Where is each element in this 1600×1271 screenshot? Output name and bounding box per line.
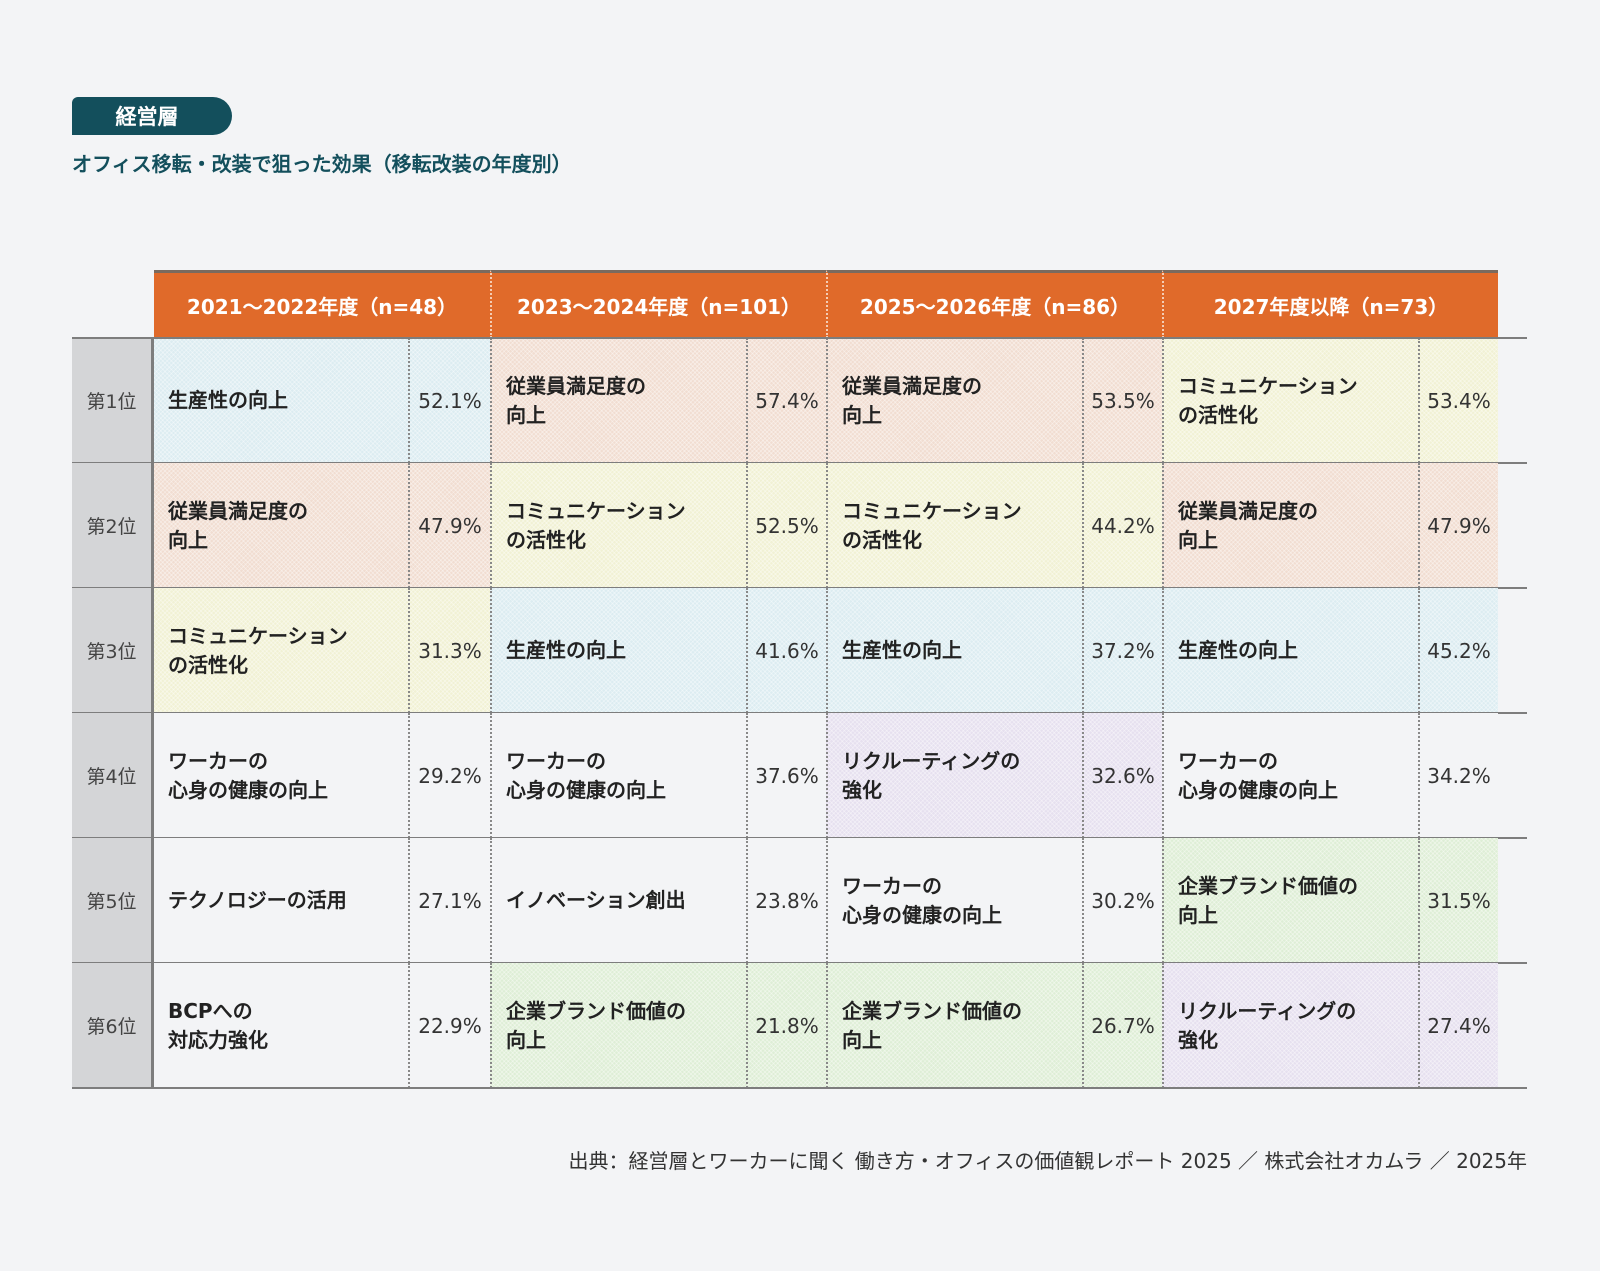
effect-label: 従業員満足度の 向上 xyxy=(1164,463,1420,588)
audience-tag: 経営層 xyxy=(72,97,232,135)
table-cell: ワーカーの 心身の健康の向上 37.6% xyxy=(490,713,826,838)
table-cell: ワーカーの 心身の健康の向上 34.2% xyxy=(1162,713,1498,838)
percentage-value: 23.8% xyxy=(755,888,819,913)
percentage-value: 29.2% xyxy=(418,763,482,788)
effect-label: ワーカーの 心身の健康の向上 xyxy=(1164,713,1420,838)
percentage-value: 47.9% xyxy=(418,513,482,538)
effect-label: コミュニケーション の活性化 xyxy=(492,463,748,588)
source-note: 出典：経営層とワーカーに聞く 働き方・オフィスの価値観レポート 2025 ／ 株… xyxy=(568,1149,1527,1173)
row-divider xyxy=(72,337,1527,339)
rank-label: 第5位 xyxy=(72,838,154,963)
column-header: 2021〜2022年度（n=48） xyxy=(154,270,490,338)
table-cell: 従業員満足度の 向上 53.5% xyxy=(826,338,1162,463)
percentage-value: 45.2% xyxy=(1427,638,1491,663)
effect-label: ワーカーの 心身の健康の向上 xyxy=(154,713,410,838)
effect-label: ワーカーの 心身の健康の向上 xyxy=(492,713,748,838)
rank-label: 第6位 xyxy=(72,963,154,1088)
table-cell: 従業員満足度の 向上 47.9% xyxy=(154,463,490,588)
table-cell: リクルーティングの 強化 32.6% xyxy=(826,713,1162,838)
percentage-value: 53.4% xyxy=(1427,388,1491,413)
percentage-value: 44.2% xyxy=(1091,513,1155,538)
row-divider xyxy=(72,1087,1527,1089)
table-cell: 企業ブランド価値の 向上 21.8% xyxy=(490,963,826,1088)
rank-label: 第1位 xyxy=(72,338,154,463)
percentage-value: 37.6% xyxy=(755,763,819,788)
effect-label: ワーカーの 心身の健康の向上 xyxy=(828,838,1084,963)
percentage-value: 34.2% xyxy=(1427,763,1491,788)
percentage-value: 52.5% xyxy=(755,513,819,538)
effect-label: 生産性の向上 xyxy=(1164,588,1420,713)
effect-label: 生産性の向上 xyxy=(154,338,410,463)
effect-label: リクルーティングの 強化 xyxy=(1164,963,1420,1088)
percentage-value: 47.9% xyxy=(1427,513,1491,538)
column-header: 2023〜2024年度（n=101） xyxy=(490,270,826,338)
table-cell: BCPへの 対応力強化 22.9% xyxy=(154,963,490,1088)
effect-label: コミュニケーション の活性化 xyxy=(154,588,410,713)
percentage-value: 52.1% xyxy=(418,388,482,413)
effect-label: 企業ブランド価値の 向上 xyxy=(1164,838,1420,963)
effect-label: 生産性の向上 xyxy=(828,588,1084,713)
percentage-value: 22.9% xyxy=(418,1013,482,1038)
percentage-value: 21.8% xyxy=(755,1013,819,1038)
table-cell: テクノロジーの活用 27.1% xyxy=(154,838,490,963)
column-header: 2025〜2026年度（n=86） xyxy=(826,270,1162,338)
effect-label: BCPへの 対応力強化 xyxy=(154,963,410,1088)
percentage-value: 31.5% xyxy=(1427,888,1491,913)
effect-label: イノベーション創出 xyxy=(492,838,748,963)
table-cell: コミュニケーション の活性化 52.5% xyxy=(490,463,826,588)
table-cell: 企業ブランド価値の 向上 31.5% xyxy=(1162,838,1498,963)
table-cell: コミュニケーション の活性化 53.4% xyxy=(1162,338,1498,463)
chart-title: オフィス移転・改装で狙った効果（移転改装の年度別） xyxy=(72,152,572,176)
rank-label: 第3位 xyxy=(72,588,154,713)
effect-label: 従業員満足度の 向上 xyxy=(154,463,410,588)
rank-label: 第4位 xyxy=(72,713,154,838)
effect-label: 従業員満足度の 向上 xyxy=(492,338,748,463)
percentage-value: 41.6% xyxy=(755,638,819,663)
effect-label: コミュニケーション の活性化 xyxy=(828,463,1084,588)
table-cell: ワーカーの 心身の健康の向上 30.2% xyxy=(826,838,1162,963)
percentage-value: 26.7% xyxy=(1091,1013,1155,1038)
effect-label: コミュニケーション の活性化 xyxy=(1164,338,1420,463)
table-cell: 生産性の向上 52.1% xyxy=(154,338,490,463)
effect-label: 従業員満足度の 向上 xyxy=(828,338,1084,463)
table-cell: コミュニケーション の活性化 44.2% xyxy=(826,463,1162,588)
percentage-value: 57.4% xyxy=(755,388,819,413)
table-cell: 従業員満足度の 向上 57.4% xyxy=(490,338,826,463)
table-cell: 企業ブランド価値の 向上 26.7% xyxy=(826,963,1162,1088)
percentage-value: 27.1% xyxy=(418,888,482,913)
table-cell: 生産性の向上 41.6% xyxy=(490,588,826,713)
table-cell: ワーカーの 心身の健康の向上 29.2% xyxy=(154,713,490,838)
effect-label: テクノロジーの活用 xyxy=(154,838,410,963)
table-cell: 生産性の向上 37.2% xyxy=(826,588,1162,713)
percentage-value: 27.4% xyxy=(1427,1013,1491,1038)
column-header: 2027年度以降（n=73） xyxy=(1162,270,1498,338)
table-cell: リクルーティングの 強化 27.4% xyxy=(1162,963,1498,1088)
effect-label: 企業ブランド価値の 向上 xyxy=(492,963,748,1088)
effect-label: リクルーティングの 強化 xyxy=(828,713,1084,838)
effect-label: 生産性の向上 xyxy=(492,588,748,713)
effect-label: 企業ブランド価値の 向上 xyxy=(828,963,1084,1088)
percentage-value: 37.2% xyxy=(1091,638,1155,663)
percentage-value: 31.3% xyxy=(418,638,482,663)
table-cell: イノベーション創出 23.8% xyxy=(490,838,826,963)
percentage-value: 53.5% xyxy=(1091,388,1155,413)
table-cell: 生産性の向上 45.2% xyxy=(1162,588,1498,713)
table-cell: コミュニケーション の活性化 31.3% xyxy=(154,588,490,713)
percentage-value: 30.2% xyxy=(1091,888,1155,913)
rank-label: 第2位 xyxy=(72,463,154,588)
table-cell: 従業員満足度の 向上 47.9% xyxy=(1162,463,1498,588)
percentage-value: 32.6% xyxy=(1091,763,1155,788)
